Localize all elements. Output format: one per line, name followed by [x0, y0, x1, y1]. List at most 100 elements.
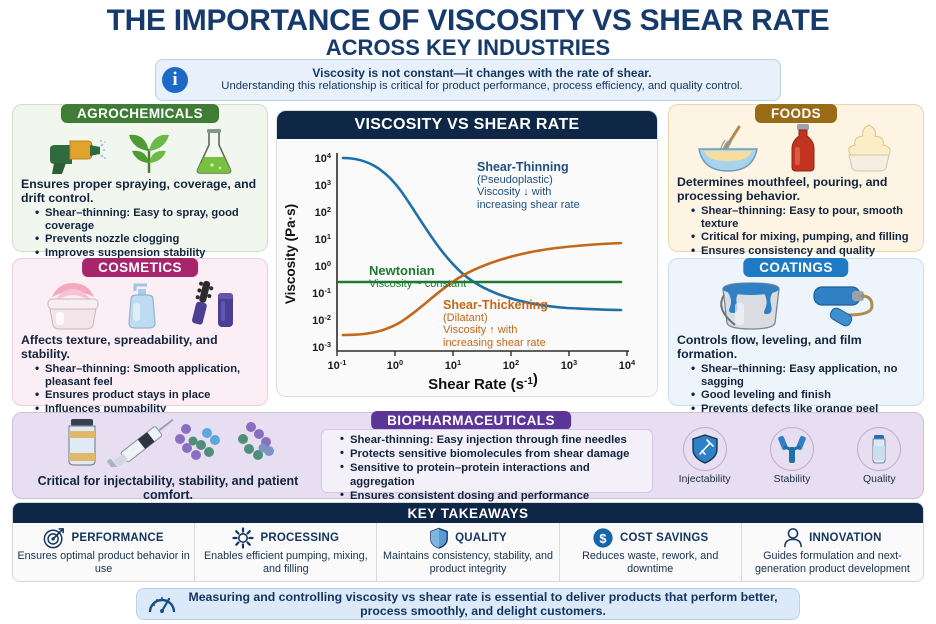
svg-text:101: 101 [315, 232, 331, 246]
svg-text:101: 101 [445, 358, 461, 372]
target-icon [44, 528, 65, 549]
annotation-sub1: (Dilatant) [443, 311, 488, 324]
paint-roller-icon [812, 286, 874, 327]
biopharma-bullets: Shear-thinning: Easy injection through f… [326, 432, 648, 503]
info-line-2: Understanding this relationship is criti… [221, 80, 743, 92]
agrochemicals-icons [13, 127, 267, 175]
list-item: Shear–thinning: Smooth application, plea… [35, 362, 259, 388]
svg-text:102: 102 [503, 358, 519, 372]
chart-plot-area: 104 103 102 101 100 10-1 10-2 10-3 10-1 … [277, 139, 657, 396]
annotation-shear-thinning: Shear-Thinning (Pseudoplastic) Viscosity… [477, 161, 580, 211]
list-item: Shear–thinning: Easy to spray, good cove… [35, 206, 259, 232]
foods-lead: Determines mouthfeel, pouring, and proce… [677, 175, 888, 203]
info-line-1: Viscosity is not constant—it changes wit… [312, 65, 652, 80]
panel-badge-foods: FOODS [754, 104, 838, 123]
svg-text:104: 104 [315, 151, 332, 165]
coatings-content: Controls flow, leveling, and film format… [677, 333, 915, 416]
takeaway-innovation: INNOVATION Guides formulation and next-g… [742, 523, 923, 581]
key-takeaways-columns: PERFORMANCE Ensures optimal product beha… [13, 523, 923, 581]
panel-badge-agrochemicals: AGROCHEMICALS [61, 104, 219, 123]
protein-molecule-icon [175, 422, 274, 460]
vial-icon [872, 435, 886, 464]
list-item: Shear-thinning: Easy injection through f… [340, 432, 648, 447]
biopharma-caption: Critical for injectability, stability, a… [37, 474, 299, 502]
takeaway-performance: PERFORMANCE Ensures optimal product beha… [13, 523, 196, 581]
syringe-icon [107, 418, 174, 474]
takeaway-desc: Ensures optimal product behavior in use [17, 550, 190, 575]
info-icon: i [162, 67, 188, 93]
foods-icons [669, 124, 923, 173]
chart-title: VISCOSITY VS SHEAR RATE [277, 111, 657, 139]
mixing-bowl-whisk-icon [698, 125, 759, 172]
takeaway-label: PERFORMANCE [71, 532, 164, 544]
takeaway-header: $ COST SAVINGS [564, 527, 737, 549]
annotation-newtonian: Newtonian Viscosity ~ constant [369, 263, 467, 290]
list-item: Prevents defects like orange peel [691, 402, 915, 416]
ketchup-bottle-icon [791, 124, 815, 172]
cosmetics-icons [13, 279, 267, 331]
biopharma-bullets-card: Shear-thinning: Easy injection through f… [321, 429, 653, 502]
agrochemicals-bullets: Shear–thinning: Easy to spray, good cove… [21, 206, 259, 260]
annotation-sub1: (Pseudoplastic) [477, 173, 553, 186]
list-item: Protects sensitive biomolecules from she… [340, 446, 648, 461]
takeaway-header: INNOVATION [746, 527, 919, 549]
shield-icon [430, 527, 448, 549]
takeaway-label: QUALITY [455, 532, 507, 544]
list-item: Prevents nozzle clogging [35, 232, 259, 246]
panel-biopharmaceuticals: BIOPHARMACEUTICALS [12, 411, 924, 502]
annotation-shear-thickening: Shear-Thickening (Dilatant) Viscosity ↑ … [443, 299, 548, 349]
takeaway-label: INNOVATION [809, 532, 882, 544]
flask-icon [196, 129, 232, 174]
info-banner: i Viscosity is not constant—it changes w… [155, 59, 781, 101]
annotation-sub3: increasing shear rate [443, 336, 546, 349]
takeaway-label: COST SAVINGS [619, 532, 709, 544]
list-item: Critical for mixing, pumping, and fillin… [691, 230, 915, 244]
spray-nozzle-icon [49, 140, 106, 174]
coatings-lead: Controls flow, leveling, and film format… [677, 333, 862, 361]
annotation-sub1: Viscosity ~ constant [369, 277, 467, 290]
key-takeaways-section: KEY TAKEAWAYS PERFORMANCE Ensures optima… [12, 502, 924, 582]
svg-text:10-1: 10-1 [312, 286, 331, 300]
list-item: Ensures consistent dosing and performanc… [340, 488, 648, 503]
coatings-icons [669, 279, 923, 331]
annotation-sub2: Viscosity ↑ with [443, 324, 518, 336]
list-item: Improves suspension stability [35, 246, 259, 260]
list-item: Sensitive to protein–protein interaction… [340, 460, 648, 489]
coatings-bullets: Shear–thinning: Easy application, no sag… [677, 362, 915, 416]
takeaway-desc: Enables efficient pumping, mixing, and f… [203, 550, 368, 575]
svg-text:103: 103 [315, 178, 331, 192]
svg-text:102: 102 [315, 205, 331, 219]
metric-circle [769, 427, 814, 471]
cosmetics-bullets: Shear–thinning: Smooth application, plea… [21, 362, 259, 415]
gauge-icon [148, 597, 176, 613]
list-item: Ensures consistency and quality [691, 244, 915, 258]
list-item: Shear–thinning: Easy to pour, smooth tex… [691, 204, 915, 230]
mascara-icon [192, 280, 234, 327]
svg-text:104: 104 [619, 358, 636, 372]
page-subtitle: ACROSS KEY INDUSTRIES [325, 35, 611, 60]
antibody-icon [778, 435, 806, 463]
takeaway-header: PERFORMANCE [17, 527, 190, 549]
takeaway-desc: Reduces waste, rework, and downtime [582, 550, 719, 575]
vial-icon [68, 419, 96, 466]
panel-badge-biopharmaceuticals: BIOPHARMACEUTICALS [371, 411, 571, 430]
metric-circle [682, 427, 727, 471]
panel-cosmetics: COSMETICS [12, 258, 268, 415]
footer-banner: Measuring and controlling viscosity vs s… [136, 588, 800, 620]
svg-text:10-1: 10-1 [328, 358, 347, 372]
cosmetics-lead: Affects texture, spreadability, and stab… [21, 333, 218, 361]
shield-syringe-icon [691, 434, 718, 464]
agrochemicals-lead: Ensures proper spraying, coverage, and d… [21, 177, 257, 205]
paint-can-icon [719, 282, 780, 330]
key-takeaways-title: KEY TAKEAWAYS [13, 503, 923, 523]
metric-circle [857, 427, 902, 471]
viscosity-shear-rate-chart: VISCOSITY VS SHEAR RATE [276, 110, 658, 397]
gear-icon [232, 527, 255, 549]
takeaway-desc: Guides formulation and next-generation p… [754, 550, 910, 575]
svg-text:103: 103 [561, 358, 577, 372]
annotation-title: Newtonian [369, 263, 435, 278]
metric-label: Quality [862, 473, 896, 485]
foods-content: Determines mouthfeel, pouring, and proce… [677, 175, 915, 258]
footer-text: Measuring and controlling viscosity vs s… [188, 590, 778, 618]
